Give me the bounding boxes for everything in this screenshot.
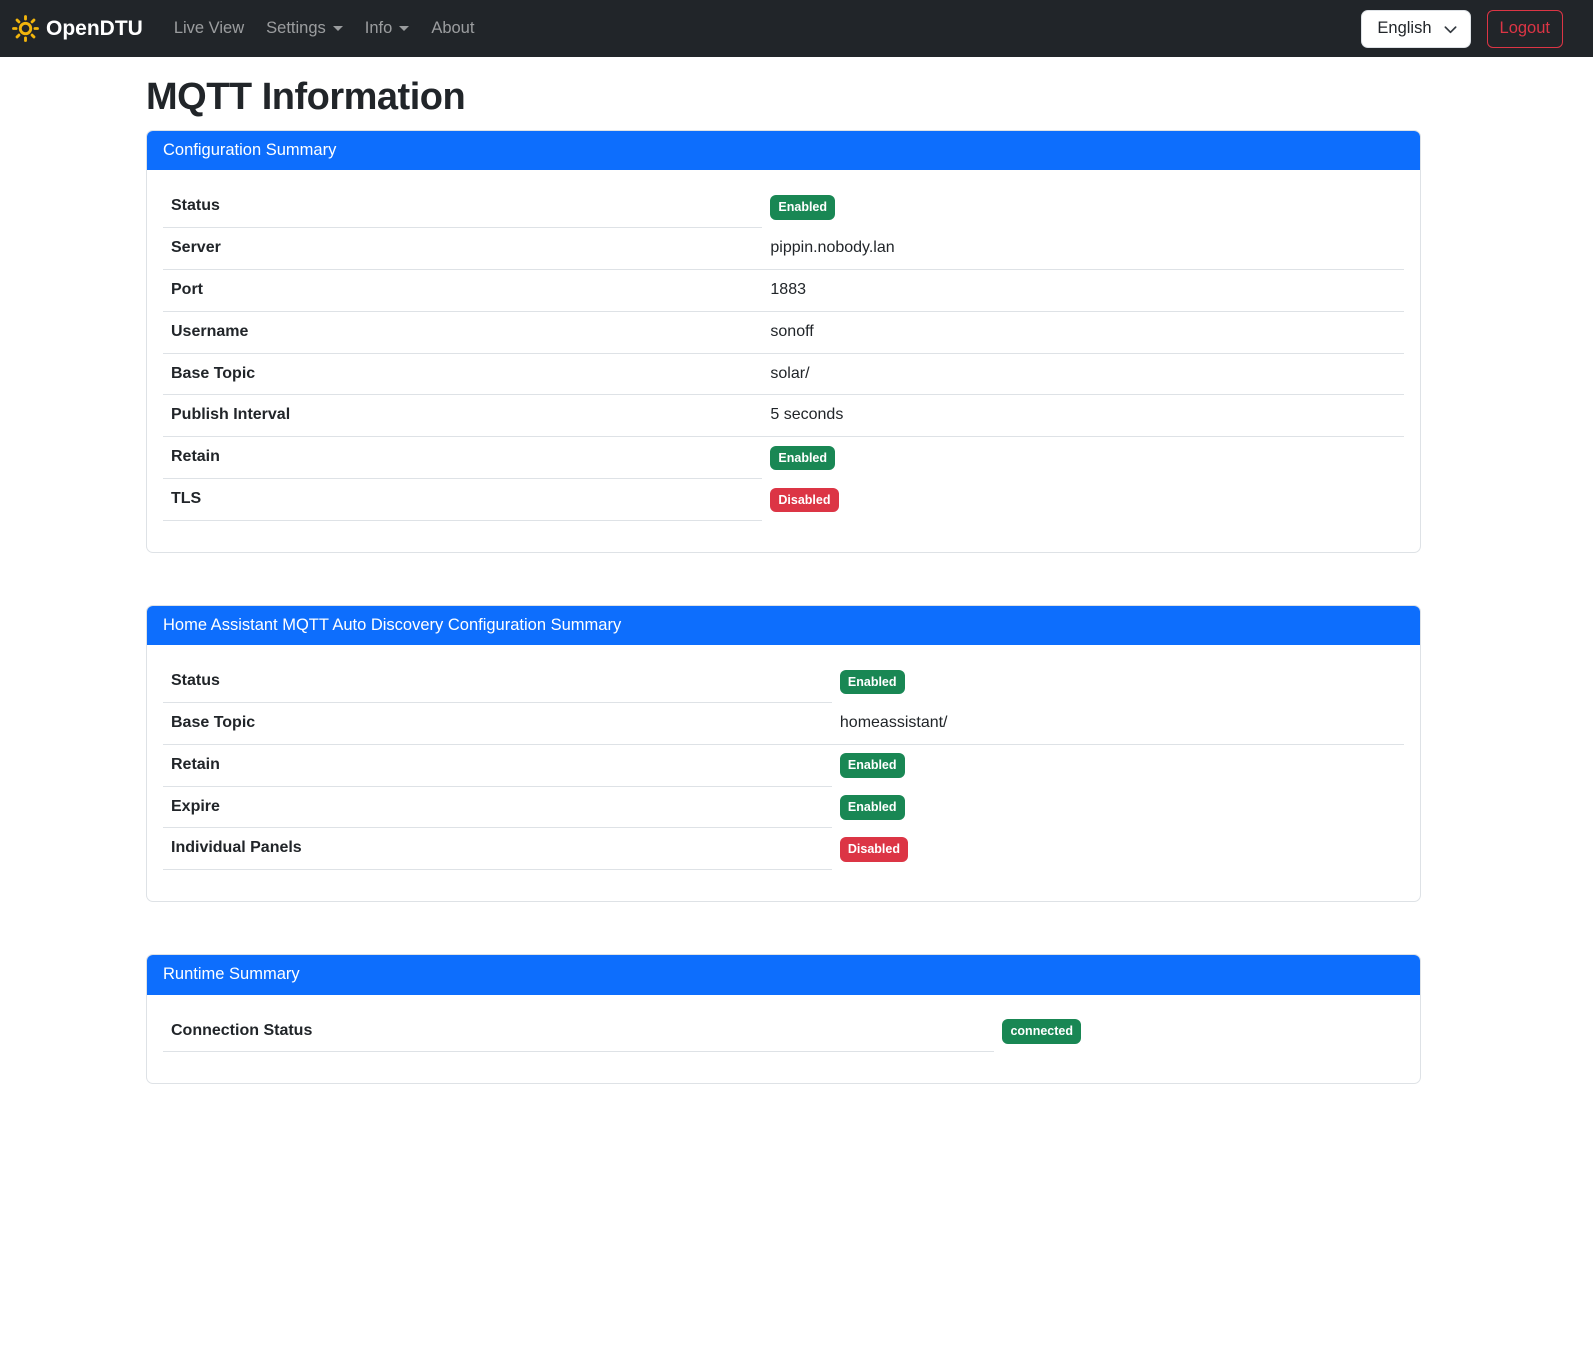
status-badge: Disabled [770, 487, 839, 513]
info-row: Status Enabled [163, 186, 1404, 229]
row-value: homeassistant/ [831, 703, 1404, 745]
row-badge-cell: connected [994, 1011, 1404, 1053]
nav-item-label: About [431, 19, 475, 37]
card-configuration-summary: Configuration Summary Status Enabled Serve… [146, 130, 1421, 553]
language-select[interactable]: English [1361, 9, 1471, 48]
row-value: 5 seconds [762, 395, 1404, 438]
row-badge-cell: Enabled [832, 745, 1404, 787]
row-label: Individual Panels [163, 828, 832, 871]
main-content: MQTT Information Configuration Summary S… [146, 76, 1421, 1085]
row-label: Expire [163, 787, 832, 829]
row-label: TLS [163, 479, 763, 521]
row-badge-cell: Enabled [832, 787, 1404, 829]
logout-button[interactable]: Logout [1486, 9, 1563, 48]
info-row: Username sonoff [163, 312, 1404, 354]
info-row: Status Enabled [163, 661, 1404, 704]
status-badge: Enabled [839, 753, 905, 778]
status-badge: Enabled [770, 445, 836, 471]
language-select-value: English [1377, 19, 1432, 37]
card-header: Runtime Summary [147, 955, 1420, 995]
row-value: sonoff [762, 312, 1404, 354]
row-label: Base Topic [163, 703, 832, 745]
row-label: Username [163, 312, 763, 354]
status-badge: Enabled [839, 669, 905, 695]
nav-item-info[interactable]: Info [354, 11, 421, 46]
nav-item-label: Settings [266, 19, 326, 37]
info-row: Port 1883 [163, 270, 1404, 312]
row-badge-cell: Enabled [762, 437, 1404, 479]
rows: Status Enabled Server pippin.nobody.lan Port… [163, 186, 1404, 521]
info-row: TLS Disabled [163, 479, 1404, 521]
info-row: Server pippin.nobody.lan [163, 228, 1404, 271]
caret-down-icon [399, 26, 410, 31]
row-label: Server [163, 228, 763, 271]
status-badge: Enabled [839, 795, 905, 820]
card-body: Status Enabled Base Topic homeassistant/Ret… [147, 645, 1420, 901]
row-label: Status [163, 661, 832, 704]
row-label: Retain [163, 745, 832, 787]
card-body: Status Enabled Server pippin.nobody.lan Port… [147, 170, 1420, 551]
row-label: Connection Status [163, 1011, 995, 1053]
nav-links: Live View Settings Info About [163, 11, 486, 46]
chevron-down-icon [1444, 25, 1457, 33]
status-badge: Enabled [770, 195, 836, 220]
row-value: 1883 [762, 270, 1404, 312]
info-row: Retain Enabled [163, 437, 1404, 480]
card-header: Home Assistant MQTT Auto Discovery Confi… [147, 605, 1420, 646]
card-ha-discovery-summary: Home Assistant MQTT Auto Discovery Confi… [146, 604, 1421, 903]
info-row: Connection Status connected [163, 1011, 1404, 1053]
card-runtime-summary: Runtime Summary Connection Status connect… [146, 954, 1421, 1085]
row-label: Publish Interval [163, 395, 763, 438]
card-header: Configuration Summary [147, 131, 1420, 171]
nav-item-live-view[interactable]: Live View [163, 11, 255, 46]
status-badge: Disabled [839, 837, 908, 862]
info-row: Base Topic solar/ [163, 354, 1404, 396]
row-value: pippin.nobody.lan [762, 228, 1404, 271]
navbar-right: English Logout [1361, 9, 1563, 48]
row-badge-cell: Enabled [832, 661, 1404, 703]
caret-down-icon [332, 26, 343, 31]
nav-item-label: Info [364, 19, 393, 37]
page-title: MQTT Information [146, 76, 466, 118]
row-label: Port [163, 270, 763, 312]
nav-item-about[interactable]: About [420, 11, 485, 46]
rows: Status Enabled Base Topic homeassistant/Ret… [163, 661, 1404, 871]
info-row: Expire Enabled [163, 787, 1404, 829]
status-badge: connected [1002, 1019, 1081, 1044]
brand-link[interactable]: OpenDTU [12, 15, 143, 42]
info-row: Publish Interval 5 seconds [163, 395, 1404, 438]
row-label: Retain [163, 437, 763, 480]
navbar: OpenDTU Live View Settings Info About En… [0, 0, 1593, 57]
row-value: solar/ [762, 354, 1404, 396]
row-label: Status [163, 186, 763, 229]
sun-icon [12, 15, 39, 42]
rows: Connection Status connected [163, 1011, 1404, 1053]
row-label: Base Topic [163, 354, 763, 396]
nav-item-label: Live View [173, 19, 245, 37]
card-body: Connection Status connected [147, 995, 1420, 1084]
nav-item-settings[interactable]: Settings [255, 11, 354, 46]
info-row: Retain Enabled [163, 745, 1404, 787]
row-badge-cell: Disabled [762, 479, 1404, 521]
row-badge-cell: Enabled [762, 186, 1404, 228]
brand-label: OpenDTU [46, 16, 143, 40]
info-row: Individual Panels Disabled [163, 828, 1404, 871]
info-row: Base Topic homeassistant/ [163, 703, 1404, 745]
row-badge-cell: Disabled [832, 828, 1404, 870]
